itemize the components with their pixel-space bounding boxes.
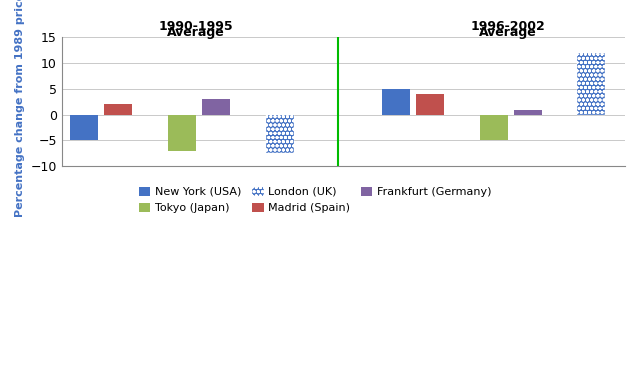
Bar (104, 104, 132, 115)
Legend: New York (USA), Tokyo (Japan), London (UK), Madrid (Spain), Frankfurt (Germany): New York (USA), Tokyo (Japan), London (U… (135, 182, 495, 218)
Text: Average: Average (167, 26, 225, 39)
Bar (513, 110, 541, 115)
Text: 1990-1995: 1990-1995 (159, 20, 234, 33)
Bar (381, 89, 410, 115)
Bar (479, 115, 508, 141)
Bar (266, 115, 294, 154)
Bar (168, 115, 196, 151)
Y-axis label: Percentage change from 1989 prices: Percentage change from 1989 prices (15, 0, 25, 217)
Text: 1996-2002: 1996-2002 (470, 20, 545, 33)
Bar (416, 94, 444, 115)
Bar (577, 53, 605, 115)
Bar (70, 115, 98, 141)
Bar (202, 99, 230, 115)
Text: Average: Average (479, 26, 536, 39)
